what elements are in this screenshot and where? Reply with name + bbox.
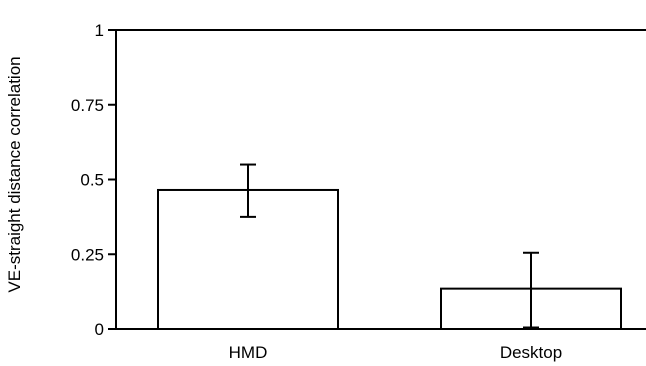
x-tick-label: Desktop	[500, 343, 562, 362]
y-tick-label: 0.5	[80, 171, 104, 190]
x-tick-label: HMD	[229, 343, 268, 362]
error-bars	[240, 163, 539, 329]
y-tick-label: 0.25	[71, 245, 104, 264]
bars	[157, 188, 622, 331]
x-ticks: HMD Desktop	[229, 343, 563, 362]
y-tick-label: 0	[95, 320, 104, 339]
y-tick-label: 0.75	[71, 96, 104, 115]
y-ticks: 0 0.25 0.5 0.75 1	[71, 21, 116, 339]
y-axis-title: VE-straight distance correlation	[5, 56, 24, 292]
y-tick-label: 1	[95, 21, 104, 40]
